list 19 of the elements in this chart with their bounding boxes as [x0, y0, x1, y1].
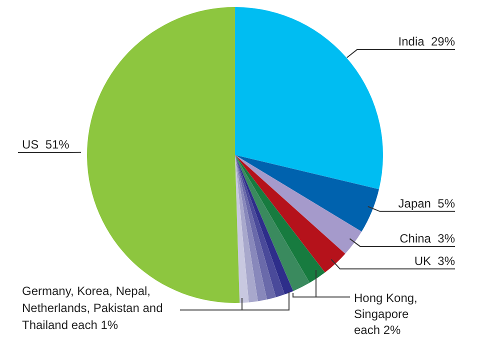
pie-slice [235, 155, 276, 300]
slice-label: UK 3% [414, 254, 456, 268]
slice-label: India 29% [398, 34, 456, 49]
pie-slice [235, 155, 346, 273]
pie-slice [235, 7, 383, 190]
slice-label: Japan 5% [398, 196, 456, 210]
pie-slice [235, 155, 285, 298]
slice-label: China 3% [400, 231, 456, 246]
pie-slice [235, 155, 379, 232]
pie-slice [235, 155, 310, 292]
pie-slice [235, 155, 267, 302]
text: Hong Kong, Singapore each 2% [354, 290, 418, 338]
text: Germany, Korea, Nepal, Netherlands, Pakistan and Thailand each 1% [22, 283, 164, 334]
pie-slice [235, 155, 362, 254]
pie-slice [235, 155, 294, 294]
slice-label: US 51% [22, 138, 70, 152]
pie-slice [235, 155, 249, 303]
pie-slice [235, 155, 325, 283]
pie-slice [235, 155, 258, 302]
